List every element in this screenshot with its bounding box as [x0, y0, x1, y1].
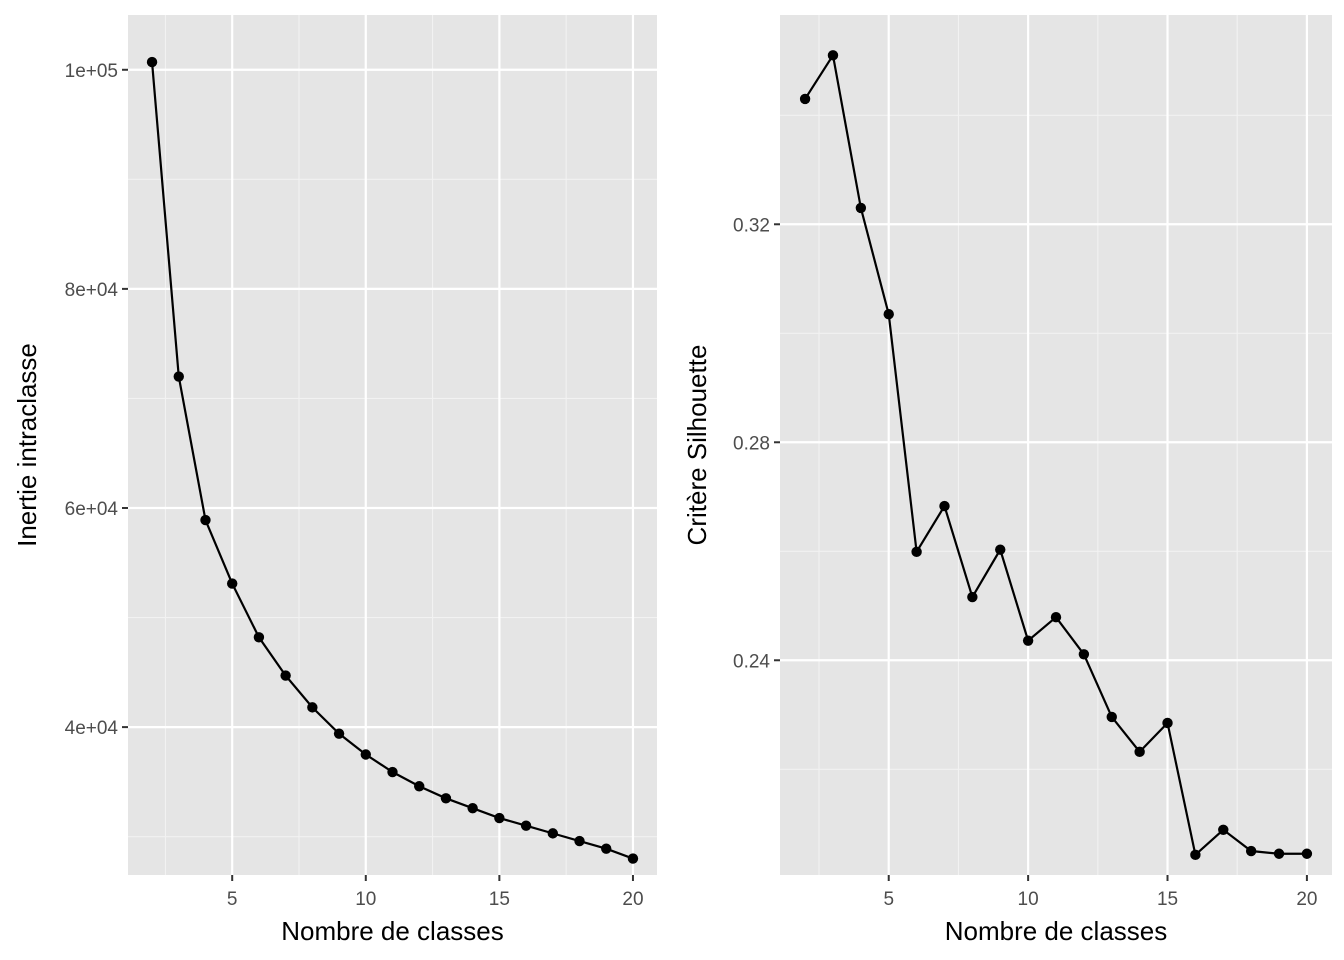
y-tick-label: 8e+04	[65, 280, 119, 301]
data-point	[1162, 717, 1173, 729]
data-point	[627, 853, 639, 864]
data-point	[200, 514, 211, 526]
y-tick-label: 0.24	[733, 651, 770, 672]
data-point	[799, 93, 811, 105]
data-point	[995, 544, 1006, 555]
x-tick-label: 20	[622, 889, 643, 910]
data-point	[494, 812, 505, 824]
data-point	[1190, 849, 1201, 861]
data-point	[307, 702, 318, 713]
y-tick-label: 4e+04	[65, 718, 119, 739]
data-point	[1022, 635, 1034, 646]
x-tick-label: 5	[227, 889, 238, 910]
plot-panel-background	[128, 15, 657, 875]
data-point	[387, 766, 398, 778]
y-tick-label: 1e+05	[65, 61, 118, 82]
x-tick-label: 15	[489, 889, 510, 910]
data-point	[173, 371, 184, 382]
x-tick-label: 15	[1157, 889, 1178, 910]
y-tick-label: 0.32	[733, 215, 770, 236]
x-tick-label: 10	[355, 889, 376, 910]
data-point	[939, 500, 950, 512]
x-tick-label: 5	[883, 889, 894, 910]
data-point	[333, 728, 345, 739]
x-axis-title: Nombre de classes	[945, 916, 1168, 946]
data-point	[1134, 746, 1145, 758]
inertia-panel: 4e+04 6e+04 8e+04 1e+05 5 10 15 20 Nombre de cla…	[12, 15, 657, 946]
data-point	[855, 202, 867, 214]
data-point	[280, 670, 291, 681]
data-point	[226, 578, 238, 589]
x-tick-label: 20	[1296, 889, 1317, 910]
plot-panel-background	[780, 15, 1332, 875]
x-axis-title: Nombre de classes	[281, 916, 504, 946]
data-point	[253, 632, 265, 643]
data-point	[360, 749, 371, 760]
data-point	[1106, 711, 1117, 723]
data-point	[1218, 824, 1229, 835]
data-point	[547, 828, 559, 839]
x-tick-label: 10	[1018, 889, 1039, 910]
data-point	[911, 546, 922, 558]
data-point	[1245, 845, 1257, 857]
data-point	[827, 50, 839, 61]
data-point	[601, 843, 612, 854]
data-point	[1078, 649, 1090, 660]
data-point	[883, 309, 894, 320]
y-axis-title: Critère Silhouette	[682, 345, 712, 546]
data-point	[520, 820, 532, 831]
data-point	[574, 835, 585, 847]
data-point	[1301, 848, 1313, 859]
data-point	[467, 802, 478, 814]
y-tick-label: 0.28	[733, 433, 770, 454]
data-point	[440, 793, 452, 804]
y-axis-title: Inertie intraclasse	[12, 343, 42, 547]
data-point	[1273, 848, 1285, 859]
data-point	[1050, 612, 1062, 623]
y-tick-label: 6e+04	[65, 499, 119, 520]
data-point	[414, 781, 425, 792]
silhouette-panel: 0.24 0.28 0.32 5 10 15 20 Nombre de classes Crit…	[682, 15, 1332, 946]
data-point	[146, 56, 158, 68]
data-point	[967, 591, 978, 603]
